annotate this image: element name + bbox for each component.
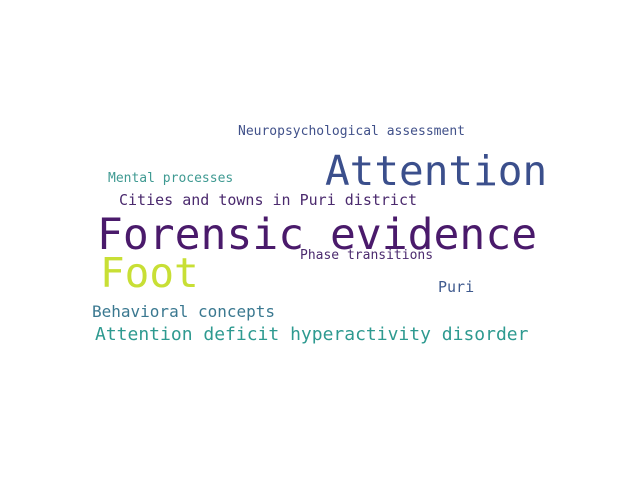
word-cities-and-towns-in-puri-district: Cities and towns in Puri district xyxy=(119,191,418,209)
word-neuropsychological-assessment: Neuropsychological assessment xyxy=(238,124,465,139)
word-attention-deficit-hyperactivity-disorder: Attention deficit hyperactivity disorder xyxy=(95,324,529,345)
word-forensic-evidence: Forensic evidence xyxy=(97,210,538,260)
word-attention: Attention xyxy=(325,147,548,195)
word-puri: Puri xyxy=(438,278,475,296)
word-mental-processes: Mental processes xyxy=(108,171,234,186)
word-behavioral-concepts: Behavioral concepts xyxy=(92,302,276,321)
word-phase-transitions: Phase transitions xyxy=(300,248,434,263)
word-foot: Foot xyxy=(100,249,199,297)
